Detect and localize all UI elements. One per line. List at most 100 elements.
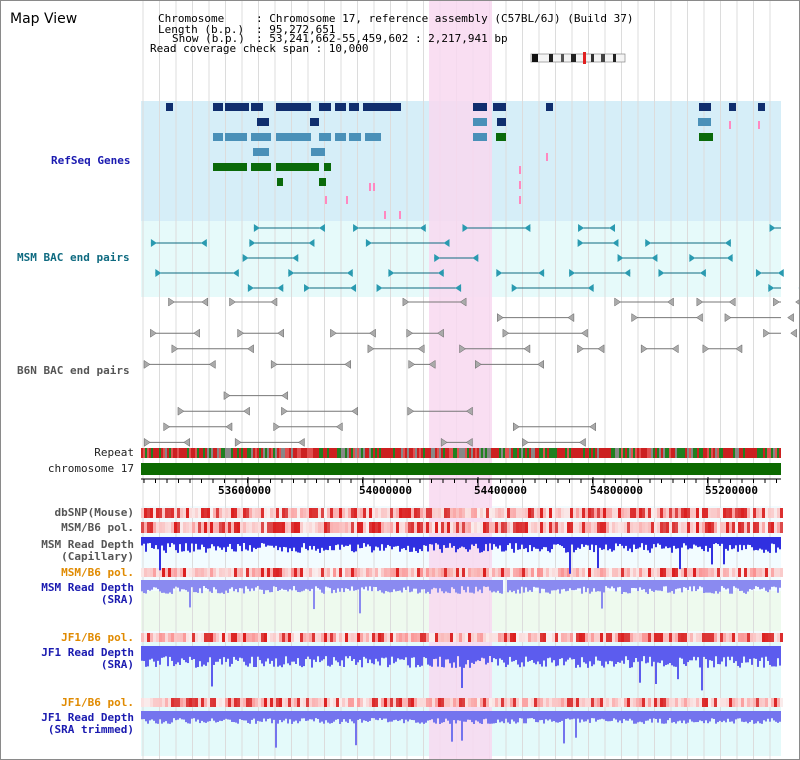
polymorphism-cell [465, 522, 468, 533]
read-depth-bar [651, 580, 653, 591]
polymorphism-cell [708, 522, 711, 533]
read-depth-bar [305, 580, 307, 589]
repeat-segment [373, 448, 375, 458]
repeat-segment [555, 448, 557, 458]
read-depth-bar [403, 711, 405, 724]
polymorphism-cell [264, 698, 267, 707]
read-depth-bar [555, 646, 557, 667]
read-depth-bar [179, 711, 181, 719]
read-depth-bar [691, 580, 693, 592]
read-depth-bar [593, 711, 595, 719]
read-depth-bar [287, 711, 289, 724]
repeat-segment [511, 448, 513, 458]
read-depth-bar [377, 537, 379, 548]
read-depth-bar [311, 711, 313, 720]
read-depth-bar [761, 646, 763, 658]
read-depth-bar [737, 646, 739, 666]
polymorphism-cell [495, 508, 498, 518]
read-depth-bar [665, 711, 667, 724]
polymorphism-cell [165, 633, 168, 642]
polymorphism-cell [321, 568, 324, 577]
read-depth-bar [167, 646, 169, 667]
repeat-segment [221, 448, 223, 458]
read-depth-bar [347, 711, 349, 723]
track-label-msm-bac[interactable]: MSM BAC end pairs [17, 251, 130, 264]
polymorphism-cell [237, 522, 240, 533]
read-depth-bar [199, 580, 201, 589]
read-depth-bar [257, 580, 259, 587]
polymorphism-cell [594, 633, 597, 642]
read-depth-bar [421, 580, 423, 590]
read-depth-bar [645, 711, 647, 721]
bac-end-marker [270, 297, 278, 307]
read-depth-bar [411, 711, 413, 720]
read-depth-bar [619, 580, 621, 587]
polymorphism-cell [381, 508, 384, 518]
polymorphism-cell [594, 508, 597, 518]
read-depth-bar [459, 580, 461, 594]
polymorphism-cell [252, 633, 255, 642]
read-depth-bar [163, 580, 165, 593]
repeat-segment [659, 448, 661, 458]
repeat-segment [579, 448, 581, 458]
polymorphism-cell [666, 633, 669, 642]
polymorphism-cell [252, 522, 255, 533]
repeat-segment [553, 448, 555, 458]
repeat-segment [693, 448, 695, 458]
polymorphism-cell [231, 568, 234, 577]
gene-feature [251, 103, 263, 111]
read-depth-bar [149, 580, 151, 591]
read-depth-bar [161, 580, 163, 593]
polymorphism-cell [144, 508, 147, 518]
read-depth-bar [619, 537, 621, 544]
repeat-segment [773, 448, 775, 458]
read-depth-bar [689, 537, 691, 549]
read-depth-bar [561, 537, 563, 547]
bac-end-marker [671, 344, 679, 354]
polymorphism-cell [465, 698, 468, 707]
repeat-segment [209, 448, 211, 458]
polymorphism-cell [480, 522, 483, 533]
read-depth-bar [723, 537, 725, 565]
polymorphism-cell [258, 508, 261, 518]
polymorphism-cell [354, 508, 357, 518]
repeat-segment [683, 448, 685, 458]
repeat-segment [401, 448, 403, 458]
polymorphism-cell [234, 568, 237, 577]
polymorphism-cell [381, 633, 384, 642]
read-depth-bar [629, 711, 631, 719]
read-depth-bar [691, 537, 693, 549]
read-depth-bar [453, 646, 455, 663]
repeat-segment [545, 448, 547, 458]
polymorphism-cell [204, 698, 207, 707]
read-depth-bar [393, 711, 395, 721]
polymorphism-cell [267, 522, 270, 533]
repeat-segment [521, 448, 523, 458]
read-depth-bar [707, 646, 709, 668]
read-depth-bar [387, 537, 389, 545]
read-depth-bar [155, 646, 157, 667]
repeat-segment [251, 448, 253, 458]
track-label-b6n-bac[interactable]: B6N BAC end pairs [17, 364, 130, 377]
polymorphism-cell [273, 633, 276, 642]
read-depth-bar [541, 537, 543, 550]
read-depth-bar [567, 711, 569, 719]
polymorphism-cell [750, 522, 753, 533]
repeat-segment [367, 448, 369, 458]
polymorphism-cell [384, 508, 387, 518]
read-depth-bar [661, 646, 663, 661]
read-depth-bar [269, 537, 271, 546]
polymorphism-cell [543, 508, 546, 518]
read-depth-bar [299, 580, 301, 593]
read-depth-bar [617, 580, 619, 588]
repeat-segment [457, 448, 459, 458]
read-depth-bar [687, 646, 689, 663]
repeat-segment [199, 448, 201, 458]
polymorphism-cell [696, 508, 699, 518]
polymorphism-cell [630, 508, 633, 518]
polymorphism-cell [570, 522, 573, 533]
read-depth-bar [399, 646, 401, 660]
read-depth-bar [613, 646, 615, 667]
track-label-refseq[interactable]: RefSeq Genes [51, 154, 131, 167]
